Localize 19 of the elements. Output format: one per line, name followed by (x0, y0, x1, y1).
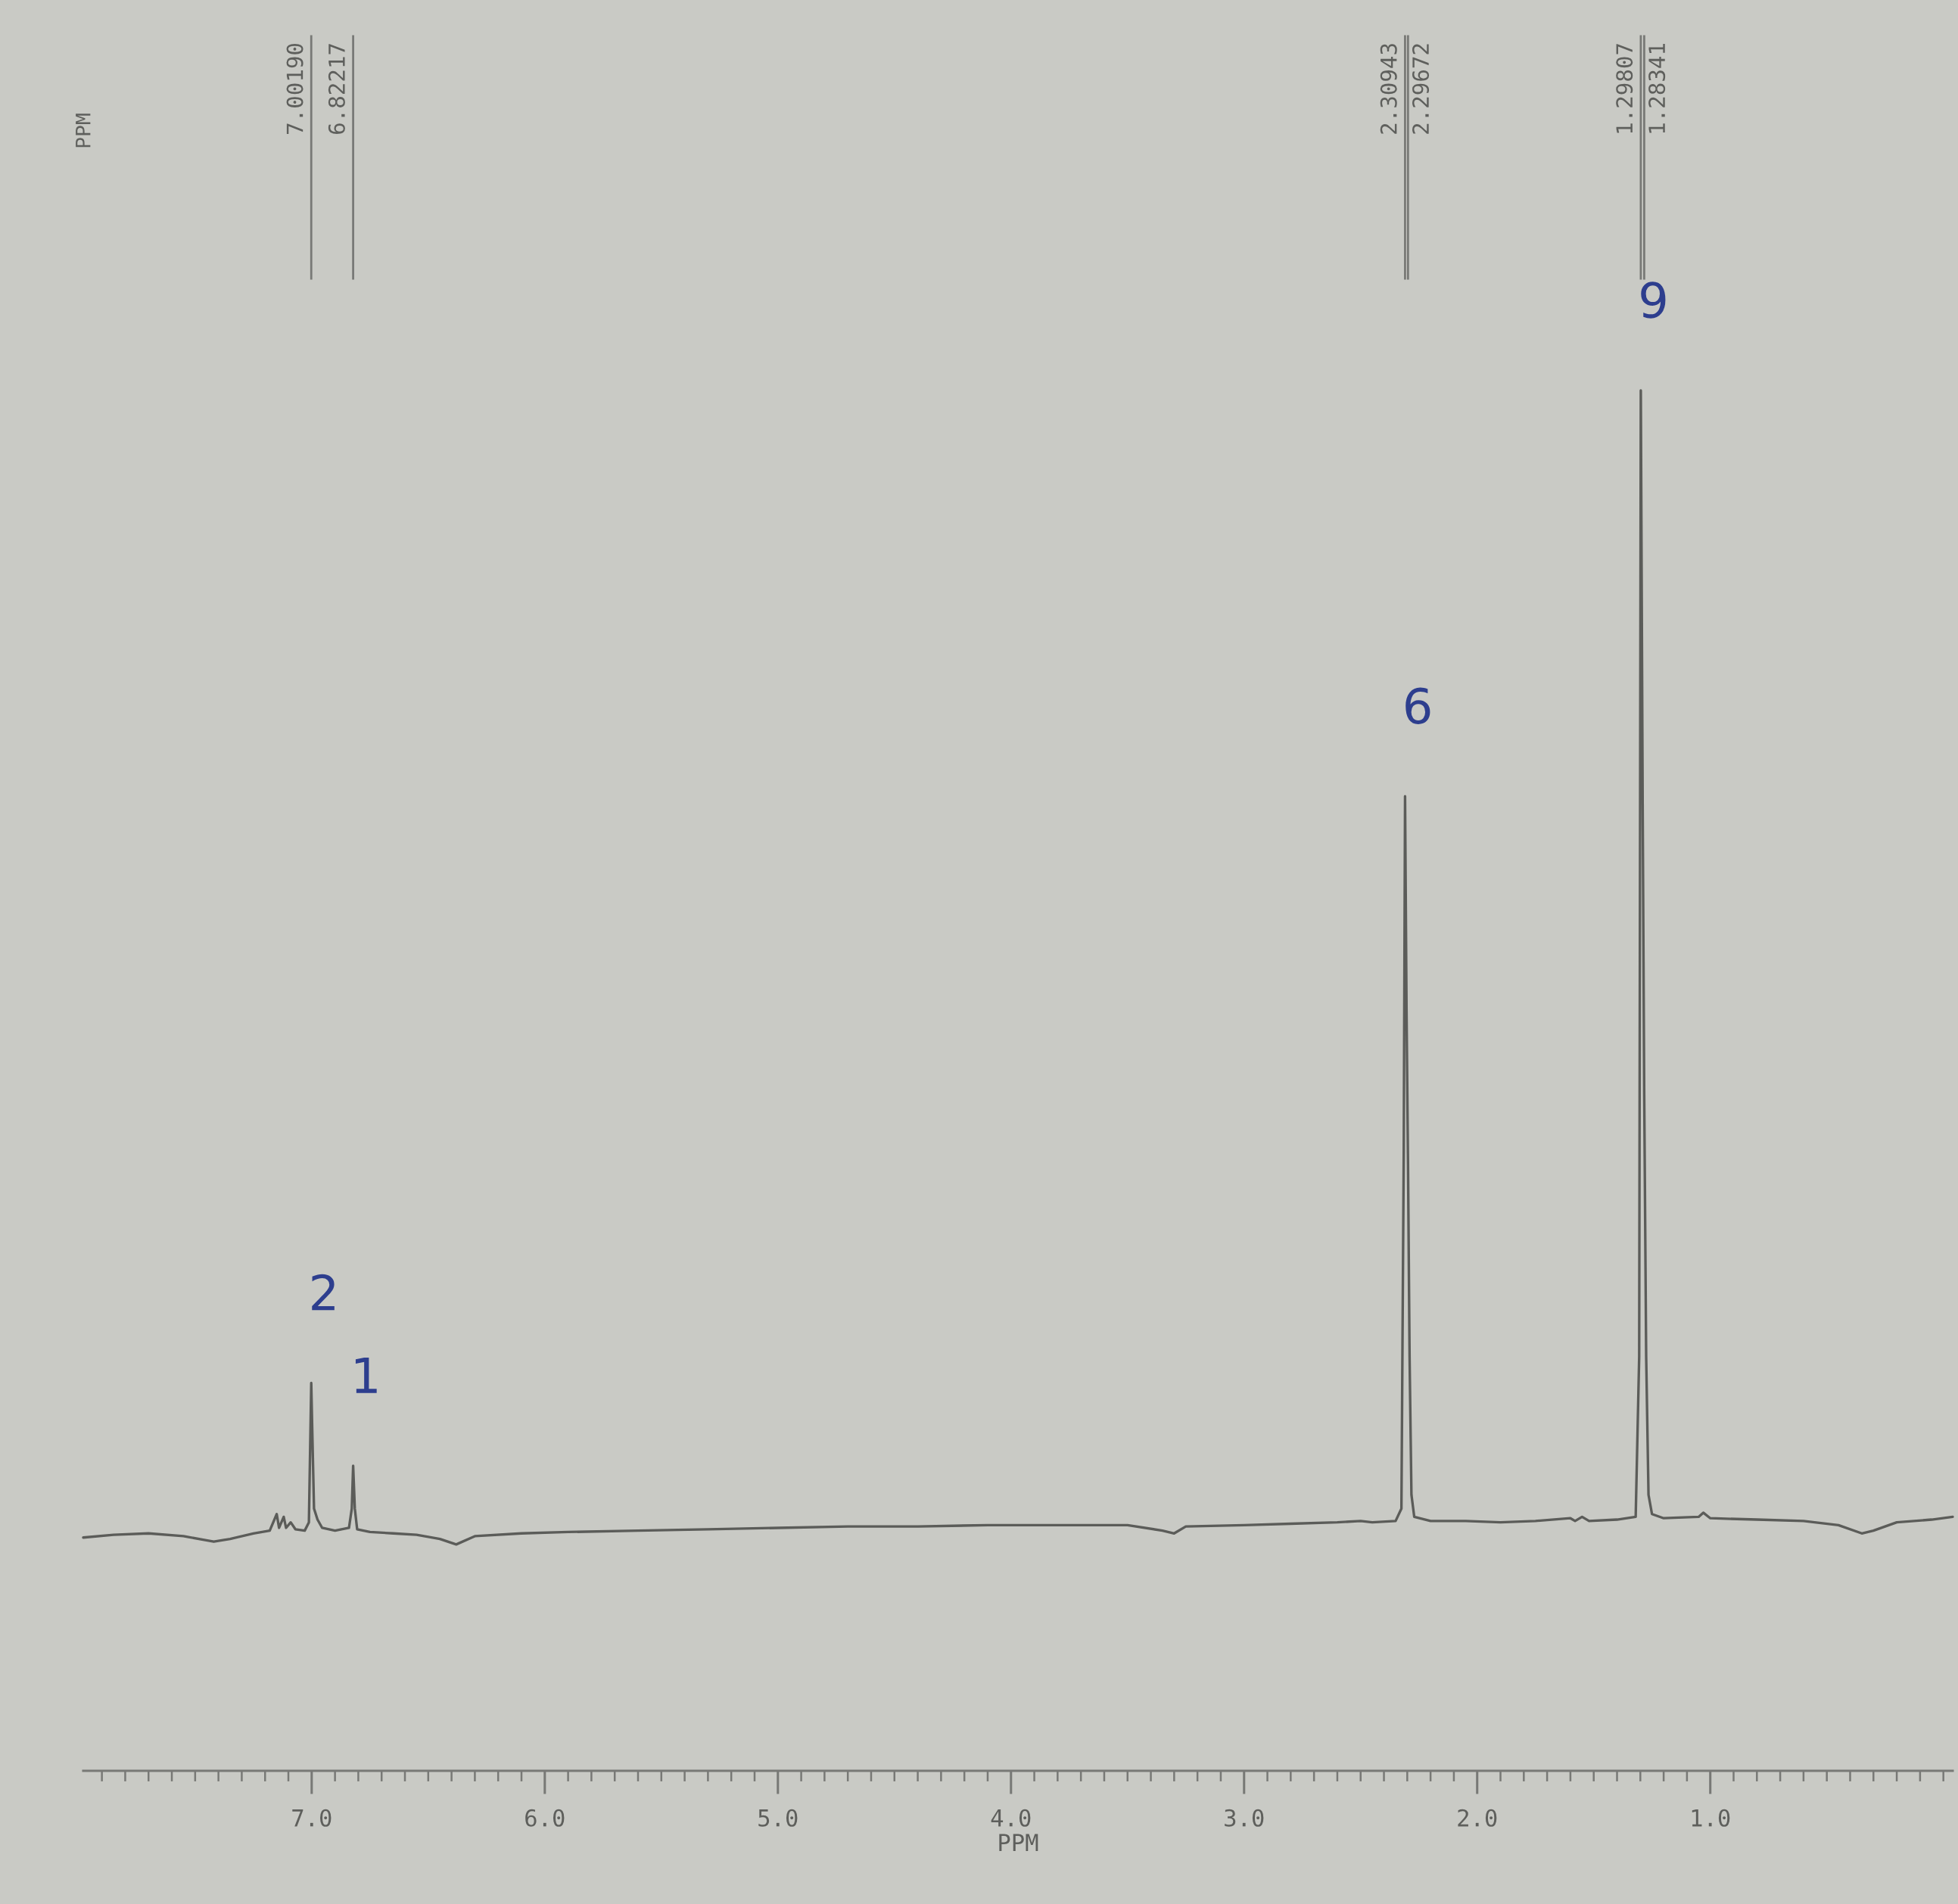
ref-line-label: 6.82217 (328, 44, 345, 135)
annotation: 6 (1405, 687, 1430, 724)
ref-line-label: 1.28341 (1648, 43, 1666, 133)
x-tick-label: 2.0 (1458, 1809, 1497, 1827)
ref-line-label: 1.29807 (1616, 44, 1633, 133)
annotation: 9 (1641, 282, 1666, 319)
text: PPM (76, 114, 91, 148)
x-tick-label: 7.0 (292, 1809, 332, 1827)
x-tick-label: 1.0 (1692, 1809, 1730, 1827)
ref-line-label: 2.29672 (1412, 44, 1430, 134)
x-tick-label: 6.0 (525, 1809, 565, 1827)
x-tick-label: 3.0 (1225, 1809, 1264, 1827)
annotation: 2 (312, 1274, 335, 1311)
x-tick-label: 5.0 (758, 1809, 798, 1827)
annotation: 1 (355, 1358, 377, 1393)
x-axis-title: PPM (999, 1834, 1038, 1851)
x-tick-label: 4.0 (991, 1809, 1031, 1827)
ref-line-label: 7.00190 (286, 43, 304, 134)
ref-line-label: 2.30943 (1380, 44, 1397, 134)
